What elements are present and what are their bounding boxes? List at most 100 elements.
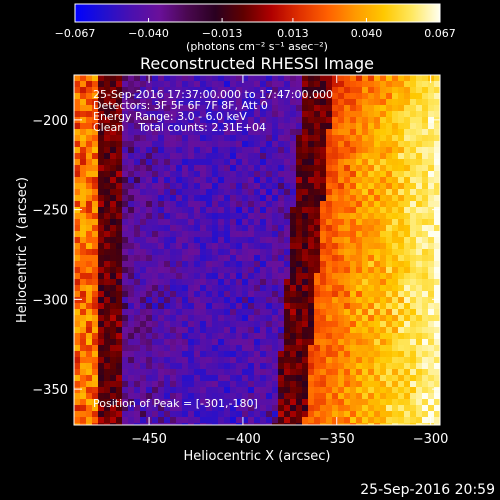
heatmap-cell bbox=[434, 405, 440, 411]
heatmap-cell bbox=[428, 387, 434, 393]
heatmap-cell bbox=[104, 165, 110, 171]
heatmap-cell bbox=[74, 75, 80, 81]
heatmap-cell bbox=[164, 399, 170, 405]
heatmap-cell bbox=[374, 231, 380, 237]
heatmap-cell bbox=[344, 417, 350, 423]
heatmap-cell bbox=[200, 297, 206, 303]
heatmap-cell bbox=[350, 87, 356, 93]
heatmap-cell bbox=[194, 99, 200, 105]
heatmap-cell bbox=[200, 423, 206, 425]
heatmap-cell bbox=[230, 147, 236, 153]
heatmap-cell bbox=[110, 123, 116, 129]
heatmap-cell bbox=[104, 399, 110, 405]
heatmap-cell bbox=[296, 81, 302, 87]
heatmap-cell bbox=[314, 357, 320, 363]
heatmap-cell bbox=[290, 411, 296, 417]
heatmap-cell bbox=[416, 93, 422, 99]
heatmap-cell bbox=[302, 255, 308, 261]
heatmap-cell bbox=[242, 255, 248, 261]
heatmap-cell bbox=[320, 297, 326, 303]
heatmap-cell bbox=[92, 405, 98, 411]
heatmap-cell bbox=[176, 333, 182, 339]
heatmap-cell bbox=[266, 201, 272, 207]
heatmap-cell bbox=[368, 315, 374, 321]
heatmap-cell bbox=[230, 231, 236, 237]
heatmap-cell bbox=[368, 321, 374, 327]
heatmap-cell bbox=[278, 321, 284, 327]
heatmap-cell bbox=[170, 261, 176, 267]
heatmap-cell bbox=[230, 345, 236, 351]
heatmap-cell bbox=[290, 321, 296, 327]
heatmap-cell bbox=[266, 87, 272, 93]
heatmap-cell bbox=[182, 129, 188, 135]
heatmap-cell bbox=[314, 321, 320, 327]
heatmap-cell bbox=[194, 255, 200, 261]
heatmap-cell bbox=[146, 237, 152, 243]
heatmap-cell bbox=[386, 99, 392, 105]
heatmap-cell bbox=[146, 363, 152, 369]
heatmap-cell bbox=[350, 147, 356, 153]
heatmap-cell bbox=[140, 225, 146, 231]
heatmap-cell bbox=[92, 195, 98, 201]
heatmap-cell bbox=[236, 261, 242, 267]
heatmap-cell bbox=[248, 195, 254, 201]
heatmap-cell bbox=[404, 75, 410, 81]
heatmap-cell bbox=[74, 183, 80, 189]
heatmap-cell bbox=[404, 171, 410, 177]
heatmap-cell bbox=[428, 345, 434, 351]
heatmap-cell bbox=[332, 141, 338, 147]
heatmap-cell bbox=[98, 417, 104, 423]
heatmap-cell bbox=[374, 225, 380, 231]
heatmap-cell bbox=[302, 81, 308, 87]
heatmap-cell bbox=[194, 105, 200, 111]
heatmap-cell bbox=[176, 177, 182, 183]
heatmap-cell bbox=[278, 111, 284, 117]
heatmap-cell bbox=[308, 381, 314, 387]
heatmap-cell bbox=[266, 387, 272, 393]
heatmap-cell bbox=[86, 417, 92, 423]
heatmap-cell bbox=[404, 183, 410, 189]
heatmap-cell bbox=[110, 399, 116, 405]
heatmap-cell bbox=[140, 315, 146, 321]
heatmap-cell bbox=[296, 375, 302, 381]
heatmap-cell bbox=[98, 369, 104, 375]
heatmap-cell bbox=[188, 123, 194, 129]
heatmap-cell bbox=[86, 297, 92, 303]
heatmap-cell bbox=[176, 411, 182, 417]
heatmap-cell bbox=[200, 231, 206, 237]
heatmap-cell bbox=[350, 357, 356, 363]
heatmap-cell bbox=[230, 255, 236, 261]
heatmap-cell bbox=[242, 387, 248, 393]
heatmap-cell bbox=[302, 195, 308, 201]
heatmap-cell bbox=[350, 279, 356, 285]
heatmap-cell bbox=[368, 99, 374, 105]
heatmap-cell bbox=[122, 177, 128, 183]
heatmap-cell bbox=[74, 105, 80, 111]
heatmap-cell bbox=[218, 129, 224, 135]
heatmap-cell bbox=[116, 351, 122, 357]
heatmap-cell bbox=[374, 171, 380, 177]
heatmap-cell bbox=[80, 159, 86, 165]
heatmap-cell bbox=[158, 93, 164, 99]
heatmap-cell bbox=[152, 81, 158, 87]
heatmap-cell bbox=[116, 171, 122, 177]
heatmap-cell bbox=[158, 225, 164, 231]
heatmap-cell bbox=[272, 351, 278, 357]
heatmap-cell bbox=[266, 417, 272, 423]
heatmap-cell bbox=[218, 201, 224, 207]
heatmap-cell bbox=[266, 249, 272, 255]
heatmap-cell bbox=[230, 171, 236, 177]
heatmap-cell bbox=[320, 99, 326, 105]
heatmap-cell bbox=[296, 393, 302, 399]
heatmap-cell bbox=[182, 177, 188, 183]
heatmap-cell bbox=[200, 393, 206, 399]
heatmap-cell bbox=[416, 345, 422, 351]
heatmap-cell bbox=[182, 423, 188, 425]
heatmap-cell bbox=[98, 129, 104, 135]
heatmap-cell bbox=[170, 375, 176, 381]
heatmap-cell bbox=[350, 411, 356, 417]
heatmap-cell bbox=[278, 237, 284, 243]
heatmap-cell bbox=[368, 135, 374, 141]
heatmap-cell bbox=[104, 81, 110, 87]
heatmap-cell bbox=[362, 135, 368, 141]
